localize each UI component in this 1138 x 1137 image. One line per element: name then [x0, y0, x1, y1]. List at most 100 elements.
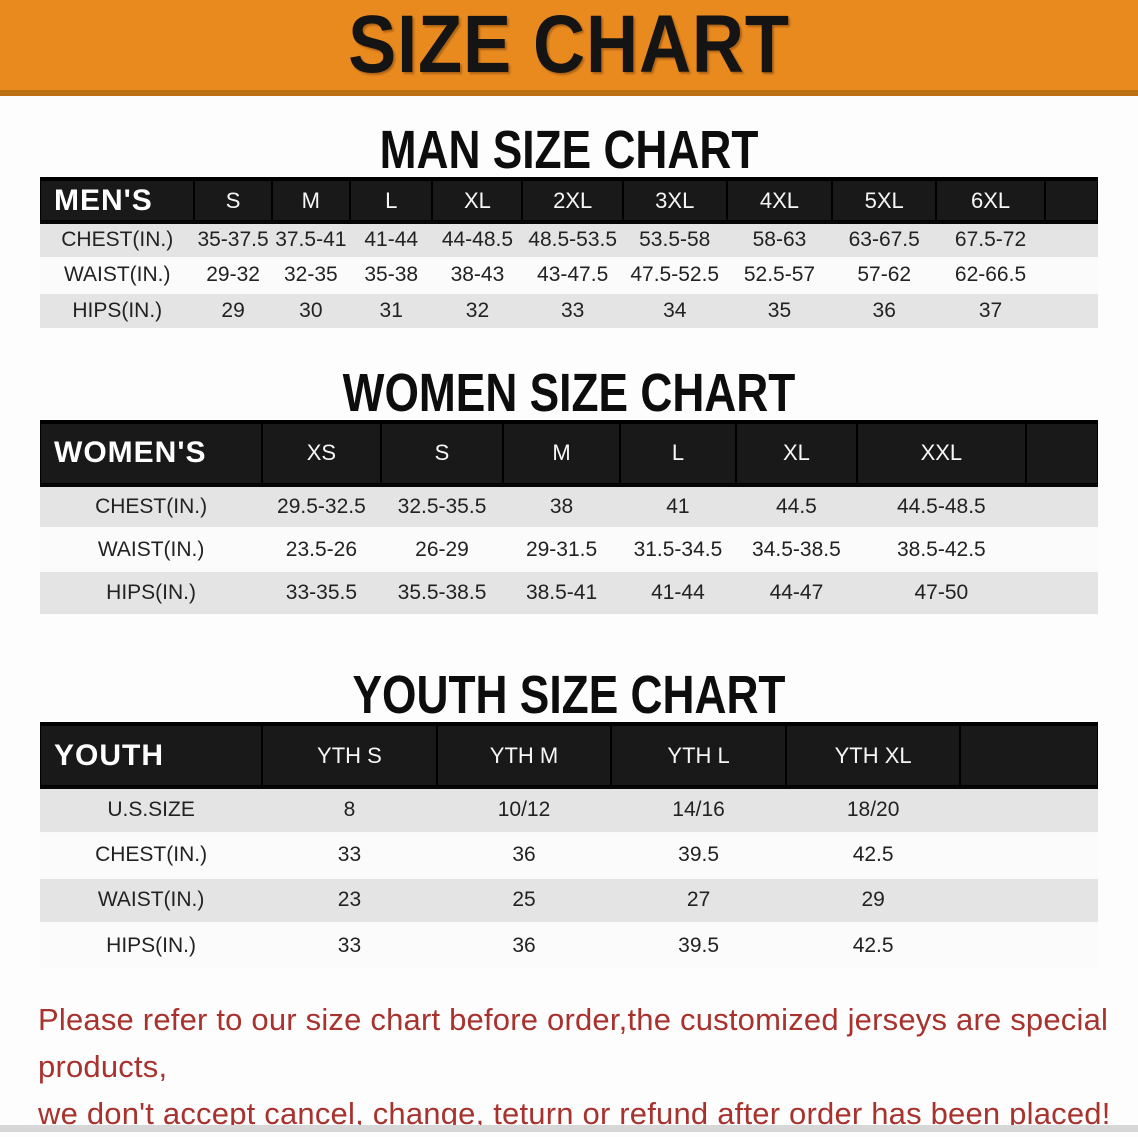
size-cell: 43-47.5 [522, 256, 623, 293]
size-cell-filler [1026, 570, 1098, 614]
size-header: L [349, 177, 433, 224]
table-header-row: MEN'S S M L XL 2XL 3XL 4XL 5XL 6XL [40, 177, 1098, 224]
table-header-row: YOUTH YTH S YTH M YTH L YTH XL [40, 722, 1098, 789]
size-header: 3XL [622, 177, 727, 224]
size-cell: 42.5 [785, 921, 961, 968]
size-cell: 29-31.5 [503, 527, 620, 571]
row-label: U.S.SIZE [40, 786, 263, 833]
table-row: WAIST(IN.) 23.5-26 26-29 29-31.5 31.5-34… [40, 527, 1098, 571]
size-header: 4XL [726, 177, 833, 224]
women-corner-label: WOMEN'S [40, 419, 263, 487]
youth-section-title: YOUTH SIZE CHART [0, 668, 1138, 722]
size-cell: 35-38 [349, 256, 433, 293]
size-header: XS [262, 419, 381, 487]
women-section-title: WOMEN SIZE CHART [0, 366, 1138, 420]
size-cell: 26-29 [380, 527, 504, 571]
row-label: CHEST(IN.) [40, 484, 263, 528]
size-header: L [619, 419, 737, 487]
size-cell: 39.5 [611, 831, 786, 878]
size-cell-filler [1026, 527, 1098, 571]
size-header: YTH L [611, 722, 786, 789]
size-cell: 35.5-38.5 [380, 570, 504, 614]
size-cell: 44.5-48.5 [856, 484, 1026, 528]
size-cell: 14/16 [611, 786, 786, 833]
size-cell: 18/20 [785, 786, 961, 833]
size-cell-filler [960, 786, 1098, 833]
size-header: YTH XL [785, 722, 961, 789]
row-label: CHEST(IN.) [40, 831, 263, 878]
size-chart-banner: SIZE CHART [0, 0, 1138, 96]
row-label: WAIST(IN.) [40, 527, 263, 571]
size-header-filler [960, 722, 1098, 789]
men-corner-label: MEN'S [40, 177, 195, 224]
size-cell: 36 [436, 921, 612, 968]
size-cell: 41-44 [349, 221, 433, 258]
size-cell: 34.5-38.5 [736, 527, 857, 571]
size-cell: 52.5-57 [726, 256, 833, 293]
size-cell: 23 [262, 876, 437, 923]
size-cell: 32.5-35.5 [380, 484, 504, 528]
row-label: HIPS(IN.) [40, 291, 195, 328]
size-cell: 35-37.5 [194, 221, 272, 258]
size-cell: 29 [194, 291, 272, 328]
table-row: WAIST(IN.) 23 25 27 29 [40, 876, 1098, 923]
size-header: YTH M [436, 722, 612, 789]
size-header: 2XL [522, 177, 623, 224]
size-cell-filler [960, 921, 1098, 968]
size-cell: 41-44 [619, 570, 737, 614]
size-cell: 29-32 [194, 256, 272, 293]
size-cell: 44.5 [736, 484, 857, 528]
size-cell: 44-47 [736, 570, 857, 614]
size-cell: 38 [503, 484, 620, 528]
size-header: M [503, 419, 620, 487]
table-row: U.S.SIZE 8 10/12 14/16 18/20 [40, 786, 1098, 833]
size-cell: 37.5-41 [271, 221, 350, 258]
disclaimer-text: Please refer to our size chart before or… [38, 996, 1138, 1137]
size-cell: 36 [436, 831, 612, 878]
size-cell: 33 [262, 921, 437, 968]
size-header: S [194, 177, 272, 224]
table-header-row: WOMEN'S XS S M L XL XXL [40, 419, 1098, 487]
size-cell: 58-63 [726, 221, 833, 258]
size-cell: 29 [785, 876, 961, 923]
size-cell-filler [1045, 221, 1098, 258]
table-row: HIPS(IN.) 33 36 39.5 42.5 [40, 921, 1098, 968]
size-cell: 67.5-72 [936, 221, 1046, 258]
youth-size-table: YOUTH YTH S YTH M YTH L YTH XL U.S.SIZE … [40, 722, 1098, 968]
size-header: XL [736, 419, 857, 487]
disclaimer-line-1: Please refer to our size chart before or… [38, 1001, 1109, 1084]
size-cell: 31.5-34.5 [619, 527, 737, 571]
man-section-title: MAN SIZE CHART [0, 123, 1138, 177]
size-cell: 8 [262, 786, 437, 833]
row-label: HIPS(IN.) [40, 921, 263, 968]
size-cell: 23.5-26 [262, 527, 381, 571]
size-cell: 10/12 [436, 786, 612, 833]
size-cell: 38.5-41 [503, 570, 620, 614]
table-row: CHEST(IN.) 29.5-32.5 32.5-35.5 38 41 44.… [40, 484, 1098, 528]
men-size-table: MEN'S S M L XL 2XL 3XL 4XL 5XL 6XL CHEST… [40, 177, 1098, 328]
table-row: CHEST(IN.) 33 36 39.5 42.5 [40, 831, 1098, 878]
banner-title: SIZE CHART [348, 0, 790, 90]
table-row: WAIST(IN.) 29-32 32-35 35-38 38-43 43-47… [40, 256, 1098, 293]
size-cell: 62-66.5 [936, 256, 1046, 293]
size-header: M [271, 177, 350, 224]
size-cell: 39.5 [611, 921, 786, 968]
size-cell: 36 [832, 291, 937, 328]
size-header: 5XL [832, 177, 937, 224]
row-label: HIPS(IN.) [40, 570, 263, 614]
table-row: HIPS(IN.) 33-35.5 35.5-38.5 38.5-41 41-4… [40, 570, 1098, 614]
size-cell: 63-67.5 [832, 221, 937, 258]
size-cell: 47-50 [856, 570, 1026, 614]
size-cell: 37 [936, 291, 1046, 328]
size-cell: 33-35.5 [262, 570, 381, 614]
women-section-title-text: WOMEN SIZE CHART [342, 362, 796, 423]
disclaimer-line-2: we don't accept cancel, change, teturn o… [38, 1095, 1111, 1131]
table-row: CHEST(IN.) 35-37.5 37.5-41 41-44 44-48.5… [40, 221, 1098, 258]
man-section-title-text: MAN SIZE CHART [379, 120, 759, 180]
size-cell: 32 [432, 291, 523, 328]
size-cell-filler [960, 831, 1098, 878]
size-cell: 33 [262, 831, 437, 878]
size-cell: 42.5 [785, 831, 961, 878]
size-cell: 31 [349, 291, 433, 328]
size-cell-filler [1045, 291, 1098, 328]
